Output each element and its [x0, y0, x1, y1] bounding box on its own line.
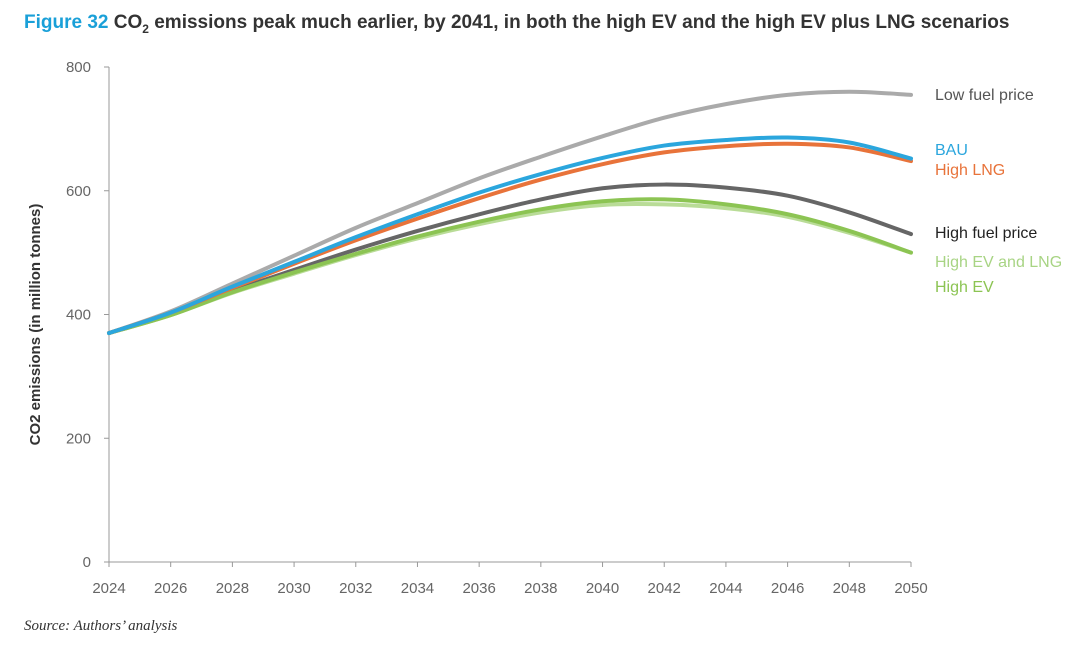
title-subscript: 2 [142, 21, 149, 36]
x-tick-label: 2026 [154, 580, 187, 597]
y-tick-label: 600 [66, 183, 91, 200]
legend-label-high-lng: High LNG [935, 162, 1005, 179]
legend-label-bau: BAU [935, 142, 968, 159]
figure-title: Figure 32 CO2 emissions peak much earlie… [24, 12, 1009, 36]
figure-label: Figure 32 [24, 12, 109, 33]
x-tick-label: 2024 [92, 580, 125, 597]
series-line-high-lng [107, 141, 913, 336]
legend-label-high-fuel-price: High fuel price [935, 225, 1037, 242]
x-tick-label: 2034 [401, 580, 434, 597]
series-line-bau [107, 135, 913, 336]
series-line-high-fuel-price [107, 182, 913, 336]
x-tick-label: 2032 [339, 580, 372, 597]
x-tick-label: 2048 [833, 580, 866, 597]
x-tick-label: 2028 [216, 580, 249, 597]
y-tick-label: 0 [83, 554, 91, 571]
source-note: Source: Authors’ analysis [24, 618, 178, 634]
x-tick-label: 2040 [586, 580, 619, 597]
legend-label-low-fuel-price: Low fuel price [935, 87, 1034, 104]
x-tick-label: 2038 [524, 580, 557, 597]
title-co: CO [113, 12, 143, 33]
x-tick-label: 2046 [771, 580, 804, 597]
x-tick-label: 2050 [894, 580, 927, 597]
y-axis-label: CO2 emissions (in million tonnes) [27, 204, 44, 446]
legend-label-high-ev-and-lng: High EV and LNG [935, 254, 1062, 271]
legend-label-high-ev: High EV [935, 279, 994, 296]
title-text: emissions peak much earlier, by 2041, in… [148, 12, 1010, 33]
y-tick-label: 400 [66, 307, 91, 324]
series-line-low-fuel-price [107, 89, 913, 336]
series-line-high-ev [107, 197, 913, 336]
x-tick-label: 2036 [462, 580, 495, 597]
x-tick-label: 2044 [709, 580, 742, 597]
x-tick-label: 2030 [277, 580, 310, 597]
x-tick-label: 2042 [648, 580, 681, 597]
y-tick-label: 800 [66, 59, 91, 76]
series-line-high-ev-and-lng [107, 201, 913, 336]
y-tick-label: 200 [66, 430, 91, 447]
